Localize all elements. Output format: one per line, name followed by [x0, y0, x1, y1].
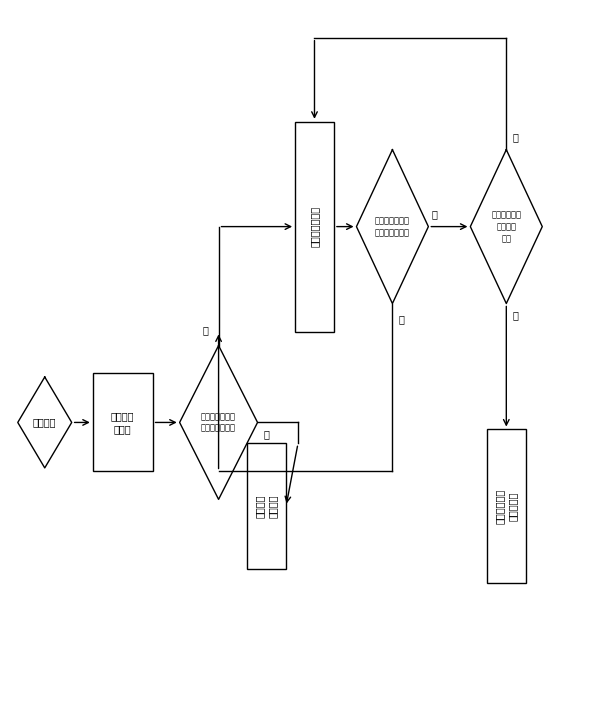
- Text: 是: 是: [512, 310, 518, 321]
- Text: 逐渐变换出电压: 逐渐变换出电压: [310, 206, 319, 247]
- Text: 保持当前
输出电压: 保持当前 输出电压: [255, 495, 278, 518]
- Text: 否: 否: [431, 209, 437, 219]
- FancyBboxPatch shape: [247, 443, 286, 570]
- Text: 是: 是: [264, 429, 269, 439]
- Text: 判断传感器指令
是否接近目标值: 判断传感器指令 是否接近目标值: [375, 216, 410, 237]
- Text: 是: 是: [399, 314, 404, 324]
- Text: 判断传感器指令
是否接近目标值: 判断传感器指令 是否接近目标值: [201, 412, 236, 433]
- Text: 输出中间
点电压: 输出中间 点电压: [111, 411, 134, 434]
- Text: 判断输出电压
是否超过
限值: 判断输出电压 是否超过 限值: [491, 210, 522, 243]
- FancyBboxPatch shape: [93, 374, 152, 472]
- FancyBboxPatch shape: [295, 122, 334, 331]
- Text: 否: 否: [512, 133, 518, 142]
- Text: 否: 否: [203, 325, 208, 335]
- Text: 系统启动: 系统启动: [33, 417, 56, 427]
- FancyBboxPatch shape: [487, 429, 526, 583]
- Text: 保持保值电压
或报警停机: 保持保值电压 或报警停机: [495, 489, 518, 524]
